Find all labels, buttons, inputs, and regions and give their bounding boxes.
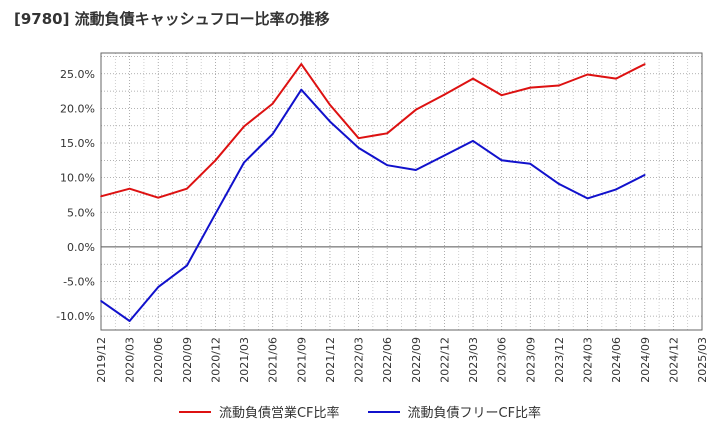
x-tick-label: 2021/12	[324, 337, 337, 383]
data-point	[357, 137, 360, 139]
data-point	[443, 154, 446, 157]
legend-item-free-cf: 流動負債フリーCF比率	[367, 402, 542, 421]
data-point	[271, 133, 274, 135]
x-tick-label: 2021/09	[295, 337, 308, 383]
data-point	[472, 140, 474, 142]
x-tick-label: 2021/06	[267, 337, 280, 383]
data-point	[157, 196, 160, 199]
tick-labels: 25.0% 20.0% 15.0% 10.0% 5.0% 0.0% -5.0% -10.0% 2…	[56, 68, 709, 383]
data-point	[615, 77, 617, 80]
data-point	[329, 120, 331, 123]
data-point	[100, 195, 102, 198]
y-tick-label: -5.0%	[63, 276, 95, 289]
data-point	[529, 163, 532, 165]
x-tick-label: 2024/03	[582, 337, 595, 383]
x-tick-label: 2024/09	[639, 337, 652, 383]
x-tick-label: 2022/03	[353, 337, 366, 383]
x-tick-label: 2024/12	[667, 337, 680, 383]
x-tick-label: 2020/03	[124, 337, 137, 383]
data-point	[529, 86, 532, 89]
data-point	[128, 187, 131, 190]
y-tick-label: -10.0%	[56, 310, 95, 323]
legend-item-operating-cf: 流動負債営業CF比率	[178, 402, 340, 421]
data-point	[586, 73, 589, 76]
legend-label-operating-cf: 流動負債営業CF比率	[218, 406, 340, 421]
data-point	[186, 187, 188, 190]
x-tick-label: 2020/06	[152, 337, 165, 383]
data-point	[186, 264, 188, 267]
series-line-operating-cf	[100, 63, 646, 199]
data-point	[386, 132, 388, 135]
data-point	[300, 88, 303, 91]
data-point	[415, 169, 417, 171]
data-point	[243, 161, 245, 164]
x-tick-label: 2020/09	[181, 337, 194, 383]
x-tick-label: 2023/12	[553, 337, 566, 383]
data-point	[443, 93, 446, 96]
data-point	[472, 77, 474, 80]
data-point	[300, 63, 303, 65]
data-point	[357, 147, 360, 149]
x-tick-label: 2025/03	[696, 337, 709, 383]
series-lines	[100, 63, 646, 322]
legend-label-free-cf: 流動負債フリーCF比率	[407, 406, 542, 421]
legend-swatch-free-cf	[367, 410, 400, 413]
y-tick-label: 5.0%	[67, 206, 95, 219]
y-tick-label: 0.0%	[67, 241, 95, 254]
data-point	[329, 104, 331, 106]
data-point	[615, 188, 617, 191]
x-tick-label: 2022/06	[381, 337, 394, 383]
data-point	[586, 197, 589, 200]
chart-title: [9780] 流動負債キャッシュフロー比率の推移	[14, 10, 330, 28]
x-tick-label: 2022/09	[410, 337, 423, 383]
data-point	[271, 102, 274, 105]
data-point	[558, 183, 560, 185]
plot-frame	[100, 52, 703, 331]
data-point	[243, 125, 245, 128]
data-point	[643, 174, 646, 176]
y-tick-label: 10.0%	[60, 172, 95, 185]
y-tick-label: 20.0%	[60, 102, 95, 115]
grid-lines	[100, 53, 703, 330]
series-line-free-cf	[100, 88, 646, 322]
y-tick-label: 25.0%	[60, 68, 95, 81]
data-point	[500, 159, 503, 162]
x-tick-label: 2023/06	[496, 337, 509, 383]
x-tick-label: 2019/12	[95, 337, 108, 383]
legend-swatch-operating-cf	[178, 410, 211, 413]
x-tick-label: 2021/03	[238, 337, 251, 383]
data-point	[643, 63, 646, 65]
x-tick-label: 2020/12	[209, 337, 222, 383]
data-point	[500, 94, 503, 97]
x-tick-label: 2023/03	[467, 337, 480, 383]
data-point	[100, 300, 102, 302]
x-tick-label: 2024/06	[610, 337, 623, 383]
axes	[100, 52, 703, 331]
x-tick-label: 2023/09	[524, 337, 537, 383]
data-point	[214, 159, 217, 162]
data-point	[558, 84, 560, 87]
y-tick-label: 15.0%	[60, 137, 95, 150]
data-point	[157, 286, 160, 288]
data-point	[386, 164, 388, 166]
x-tick-label: 2022/12	[438, 337, 451, 383]
data-point	[128, 320, 131, 322]
data-point	[214, 212, 217, 215]
legend: 流動負債営業CF比率 流動負債フリーCF比率	[0, 402, 720, 421]
data-point	[415, 108, 417, 111]
